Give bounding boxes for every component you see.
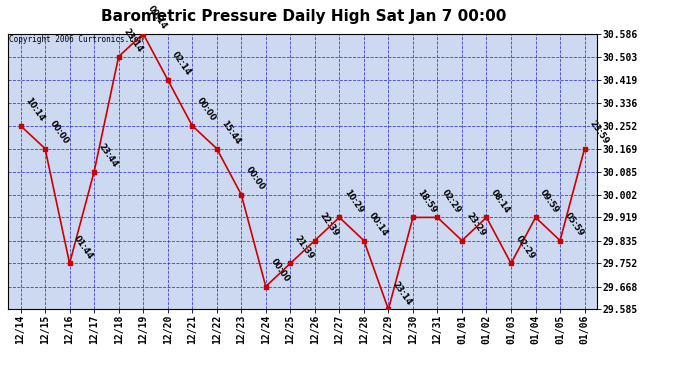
- Text: 05:59: 05:59: [563, 211, 586, 238]
- Text: 08:14: 08:14: [489, 188, 512, 214]
- Text: 00:00: 00:00: [268, 257, 291, 284]
- Text: 02:14: 02:14: [170, 50, 193, 77]
- Text: 23:14: 23:14: [391, 279, 414, 307]
- Text: 02:29: 02:29: [514, 234, 536, 261]
- Text: 09:59: 09:59: [538, 188, 561, 214]
- Text: Barometric Pressure Daily High Sat Jan 7 00:00: Barometric Pressure Daily High Sat Jan 7…: [101, 9, 506, 24]
- Text: 09:14: 09:14: [146, 4, 168, 31]
- Text: 00:00: 00:00: [244, 165, 266, 192]
- Text: 18:59: 18:59: [415, 188, 438, 214]
- Text: 00:00: 00:00: [195, 96, 217, 123]
- Text: 22:39: 22:39: [317, 211, 340, 238]
- Text: 23:59: 23:59: [587, 119, 610, 146]
- Text: 23:44: 23:44: [97, 142, 119, 169]
- Text: 01:44: 01:44: [72, 234, 95, 261]
- Text: 00:00: 00:00: [48, 119, 70, 146]
- Text: Copyright 2006 Curtronics.com: Copyright 2006 Curtronics.com: [10, 35, 144, 44]
- Text: 10:14: 10:14: [23, 96, 46, 123]
- Text: 23:14: 23:14: [121, 27, 144, 54]
- Text: 02:29: 02:29: [440, 188, 463, 214]
- Text: 15:44: 15:44: [219, 118, 242, 146]
- Text: 21:39: 21:39: [293, 234, 316, 261]
- Text: 23:29: 23:29: [465, 211, 487, 238]
- Text: 00:14: 00:14: [366, 211, 389, 238]
- Text: 10:29: 10:29: [342, 188, 365, 214]
